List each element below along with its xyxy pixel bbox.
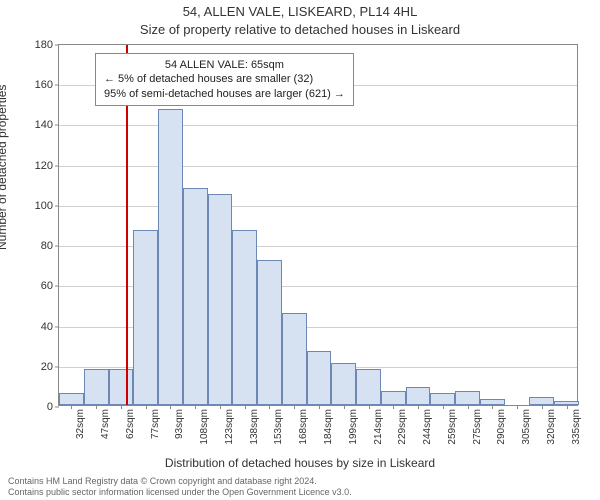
histogram-bar [529,397,554,405]
histogram-bar [331,363,356,405]
histogram-bar [208,194,233,405]
x-axis-label: Distribution of detached houses by size … [0,456,600,470]
xtick-mark [319,405,320,409]
ytick-mark [55,125,59,126]
xtick-label: 153sqm [273,409,284,445]
histogram-bar [158,109,183,405]
xtick-label: 320sqm [546,409,557,445]
gridline [59,166,577,167]
xtick-label: 108sqm [199,409,210,445]
gridline [59,206,577,207]
xtick-mark [443,405,444,409]
histogram-bar [257,260,282,405]
info-line-3: 95% of semi-detached houses are larger (… [104,87,345,101]
xtick-label: 123sqm [224,409,235,445]
histogram-bar [133,230,158,405]
histogram-bar [232,230,257,405]
xtick-mark [220,405,221,409]
xtick-mark [418,405,419,409]
chart-subtitle: Size of property relative to detached ho… [0,22,600,37]
ytick-mark [55,407,59,408]
xtick-label: 77sqm [150,409,161,439]
xtick-mark [146,405,147,409]
xtick-label: 199sqm [348,409,359,445]
xtick-label: 229sqm [397,409,408,445]
ytick-mark [55,85,59,86]
histogram-bar [84,369,109,405]
histogram-bar [430,393,455,405]
ytick-label: 80 [41,240,53,252]
xtick-label: 138sqm [249,409,260,445]
xtick-label: 259sqm [447,409,458,445]
footer-line-1: Contains HM Land Registry data © Crown c… [8,476,352,487]
xtick-label: 168sqm [298,409,309,445]
ytick-mark [55,165,59,166]
ytick-label: 0 [47,401,53,413]
xtick-label: 305sqm [521,409,532,445]
xtick-mark [245,405,246,409]
histogram-bar [381,391,406,405]
ytick-mark [55,45,59,46]
ytick-label: 180 [35,39,53,51]
xtick-mark [71,405,72,409]
histogram-bar [307,351,332,405]
xtick-mark [170,405,171,409]
histogram-bar [183,188,208,405]
ytick-mark [55,286,59,287]
xtick-label: 184sqm [323,409,334,445]
ytick-mark [55,326,59,327]
chart-title: 54, ALLEN VALE, LISKEARD, PL14 4HL [0,4,600,19]
xtick-mark [195,405,196,409]
ytick-mark [55,366,59,367]
xtick-label: 244sqm [422,409,433,445]
ytick-mark [55,205,59,206]
ytick-label: 100 [35,200,53,212]
ytick-label: 120 [35,160,53,172]
xtick-label: 335sqm [571,409,582,445]
footer: Contains HM Land Registry data © Crown c… [8,476,352,498]
xtick-mark [542,405,543,409]
ytick-label: 40 [41,321,53,333]
xtick-label: 32sqm [75,409,86,439]
xtick-mark [269,405,270,409]
ytick-label: 20 [41,361,53,373]
ytick-label: 140 [35,119,53,131]
xtick-mark [567,405,568,409]
xtick-label: 93sqm [174,409,185,439]
histogram-bar [59,393,84,405]
xtick-label: 214sqm [373,409,384,445]
histogram-bar [356,369,381,405]
xtick-label: 290sqm [496,409,507,445]
ytick-mark [55,246,59,247]
xtick-mark [294,405,295,409]
histogram-bar [282,313,307,406]
xtick-mark [369,405,370,409]
xtick-mark [121,405,122,409]
xtick-mark [96,405,97,409]
xtick-mark [517,405,518,409]
xtick-mark [492,405,493,409]
ytick-label: 160 [35,79,53,91]
info-line-1: 54 ALLEN VALE: 65sqm [104,58,345,72]
gridline [59,125,577,126]
xtick-mark [468,405,469,409]
xtick-label: 62sqm [125,409,136,439]
plot-area: 02040608010012014016018032sqm47sqm62sqm7… [58,44,578,406]
histogram-bar [406,387,431,405]
xtick-label: 275sqm [472,409,483,445]
xtick-mark [393,405,394,409]
info-box: 54 ALLEN VALE: 65sqm ← 5% of detached ho… [95,53,354,106]
footer-line-2: Contains public sector information licen… [8,487,352,498]
xtick-mark [344,405,345,409]
ytick-label: 60 [41,280,53,292]
histogram-bar [455,391,480,405]
xtick-label: 47sqm [100,409,111,439]
info-line-2: ← 5% of detached houses are smaller (32) [104,72,345,86]
histogram-bar [109,369,134,405]
y-axis-label: Number of detached properties [0,85,9,250]
